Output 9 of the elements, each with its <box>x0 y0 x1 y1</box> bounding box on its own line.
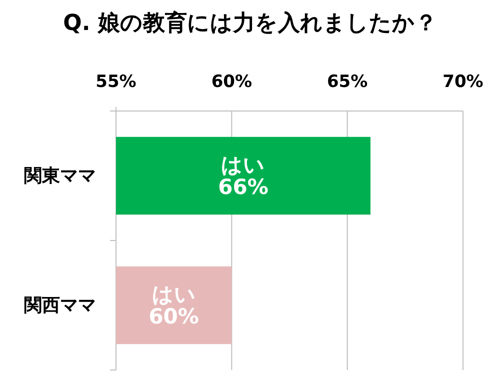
data-label: はい 60% <box>148 282 199 328</box>
y-tick-label: 関東ママ <box>24 165 96 186</box>
x-tick-label: 60% <box>211 72 252 92</box>
x-tick-label: 70% <box>442 72 484 92</box>
chart-title: Q. 娘の教育には力を入れましたか？ <box>63 10 437 36</box>
data-label: はい 66% <box>218 152 268 199</box>
y-tick-label: 関西ママ <box>24 294 96 316</box>
x-tick-label: 65% <box>326 72 368 92</box>
x-tick-label: 55% <box>96 72 136 92</box>
